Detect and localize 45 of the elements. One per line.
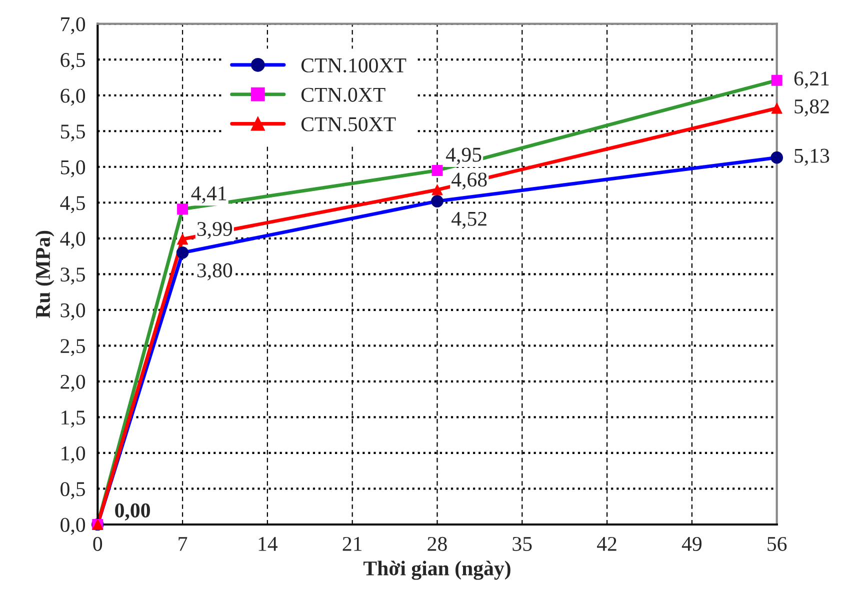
legend-label: CTN.100XT <box>301 58 406 72</box>
point <box>771 102 782 114</box>
x-tick-label: 35 <box>512 536 532 551</box>
data-label: 3,99 <box>197 222 232 239</box>
legend-label: CTN.50XT <box>301 117 396 132</box>
y-tick-label: 0,5 <box>60 482 86 500</box>
data-label: 5,13 <box>794 148 830 166</box>
y-tick-label: 3,0 <box>60 303 86 320</box>
y-tick-label: 6,0 <box>60 88 86 106</box>
data-label: 4,95 <box>446 148 482 165</box>
data-label: 4,68 <box>452 172 487 190</box>
point <box>771 74 782 86</box>
y-tick-label: 7,0 <box>61 17 86 34</box>
y-tick-label: 5,0 <box>61 160 86 178</box>
y-axis-title: Ru (MPa) <box>35 230 54 318</box>
y-tick-label: 0,0 <box>60 518 86 535</box>
x-tick-label: 14 <box>258 536 278 551</box>
x-tick-label: 28 <box>428 536 447 551</box>
data-label: 5,82 <box>794 99 829 116</box>
data-label: 6,21 <box>794 72 829 89</box>
x-tick-label: 7 <box>178 537 188 551</box>
x-tick-label: 56 <box>768 536 787 551</box>
y-tick-label: 5,5 <box>61 124 86 142</box>
x-axis-title: Thời gian (ngày) <box>363 560 510 580</box>
x-tick-label: 49 <box>682 536 702 551</box>
legend-label: CTN.0XT <box>301 88 386 102</box>
point <box>177 204 188 215</box>
point <box>432 184 443 196</box>
x-tick-label: 0 <box>93 536 102 551</box>
y-tick-label: 2,0 <box>60 374 86 392</box>
point <box>177 234 188 245</box>
data-label: 0,00 <box>115 503 150 520</box>
x-tick-label: 42 <box>597 536 616 551</box>
y-tick-label: 2,5 <box>60 339 86 356</box>
y-tick-label: 4,5 <box>60 196 86 214</box>
data-label: 4,41 <box>191 186 226 204</box>
y-tick-label: 3,5 <box>60 268 86 285</box>
point <box>432 164 443 176</box>
data-label: 3,80 <box>197 263 232 280</box>
y-tick-label: 4,0 <box>60 232 86 249</box>
data-label: 4,52 <box>452 212 486 229</box>
x-tick-label: 21 <box>342 536 362 551</box>
y-tick-label: 6,5 <box>60 53 86 70</box>
y-tick-label: 1,0 <box>62 446 86 464</box>
y-tick-label: 1,5 <box>62 410 86 428</box>
